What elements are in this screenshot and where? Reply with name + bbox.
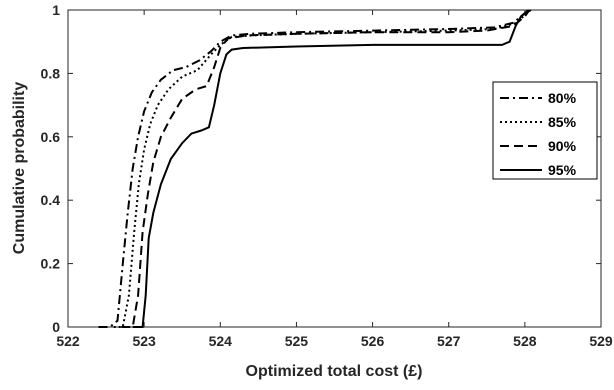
y-tick-label: 0: [52, 319, 60, 335]
x-tick-label: 523: [132, 333, 156, 349]
legend-box: [492, 81, 598, 180]
y-tick-label: 0.6: [41, 129, 61, 145]
legend-label-80pct: 80%: [548, 90, 577, 106]
legend-label-90pct: 90%: [548, 138, 577, 154]
y-tick-label: 0.2: [41, 256, 61, 272]
y-axis-ticks: 0 0.2 0.4 0.6 0.8 1: [41, 2, 601, 335]
series-line-90pct: [121, 9, 531, 328]
x-tick-label: 527: [437, 333, 461, 349]
y-tick-label: 0.4: [41, 192, 61, 208]
x-tick-label: 528: [513, 333, 537, 349]
series-line-85pct: [113, 9, 532, 328]
x-tick-label: 525: [285, 333, 309, 349]
legend-label-95pct: 95%: [548, 162, 577, 178]
x-axis-label: Optimized total cost (£): [246, 363, 423, 380]
y-axis-label: Cumulative probability: [11, 82, 28, 255]
x-tick-label: 524: [209, 333, 233, 349]
x-tick-label: 522: [56, 333, 80, 349]
legend-label-85pct: 85%: [548, 114, 577, 130]
y-tick-label: 1: [52, 2, 60, 18]
x-tick-label: 529: [589, 333, 613, 349]
series-line-80pct: [98, 9, 530, 328]
series-layer: [98, 9, 532, 328]
y-tick-label: 0.8: [41, 65, 61, 81]
series-line-95pct: [132, 9, 530, 328]
x-tick-label: 526: [361, 333, 385, 349]
legend: 80% 85% 90% 95%: [492, 81, 598, 180]
x-axis-ticks: 522 523 524 525 526 527 528 529: [56, 10, 613, 349]
